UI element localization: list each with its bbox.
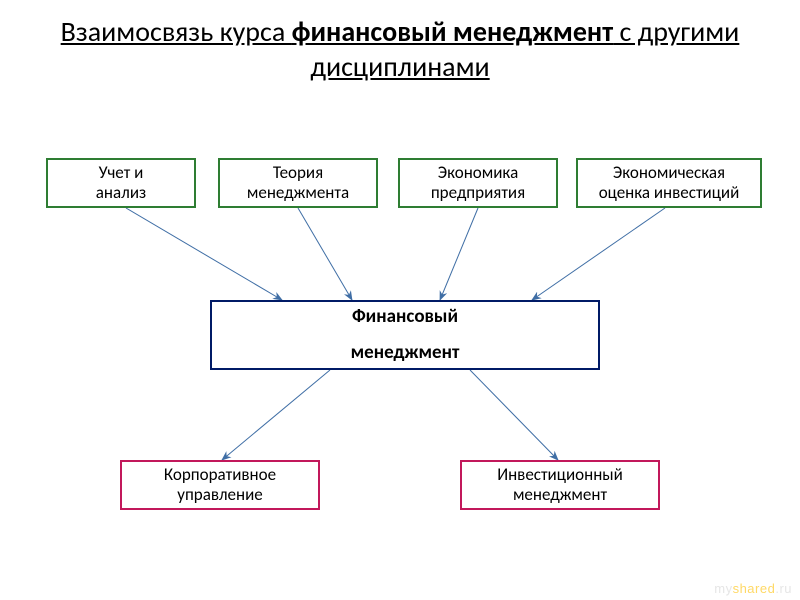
node-fin_mgmt: Финансовый менеджмент <box>210 300 600 370</box>
node-acct: Учет и анализ <box>46 158 196 208</box>
node-invest_eval: Экономическая оценка инвестиций <box>576 158 762 208</box>
arrow-acct <box>126 208 282 300</box>
node-corp_gov: Корпоративное управление <box>120 460 320 510</box>
node-label: Учет и анализ <box>96 163 146 204</box>
node-label: Корпоративное управление <box>164 465 276 506</box>
node-label: Экономика предприятия <box>431 163 525 204</box>
node-enterprise_econ: Экономика предприятия <box>398 158 558 208</box>
node-label: Экономическая оценка инвестиций <box>599 163 740 204</box>
arrow-center_to_corp <box>222 370 330 460</box>
node-label: Финансовый менеджмент <box>351 299 460 371</box>
arrow-center_to_invest <box>470 370 558 460</box>
arrow-invest_eval <box>532 208 665 300</box>
watermark-shared: shared <box>733 581 776 596</box>
page-title: Взаимосвязь курса финансовый менеджмент … <box>40 14 760 84</box>
arrow-mgmt_theory <box>298 208 352 300</box>
arrow-enterprise_econ <box>440 208 478 300</box>
watermark: myshared.ru <box>714 581 792 596</box>
watermark-ru: .ru <box>775 581 792 596</box>
node-label: Теория менеджмента <box>247 163 349 204</box>
watermark-my: my <box>714 581 732 596</box>
node-mgmt_theory: Теория менеджмента <box>218 158 378 208</box>
title-mid: финансовый менеджмент <box>292 14 614 49</box>
title-pre: Взаимосвязь курса <box>61 14 292 49</box>
node-label: Инвестиционный менеджмент <box>497 465 623 506</box>
node-invest_mgmt: Инвестиционный менеджмент <box>460 460 660 510</box>
